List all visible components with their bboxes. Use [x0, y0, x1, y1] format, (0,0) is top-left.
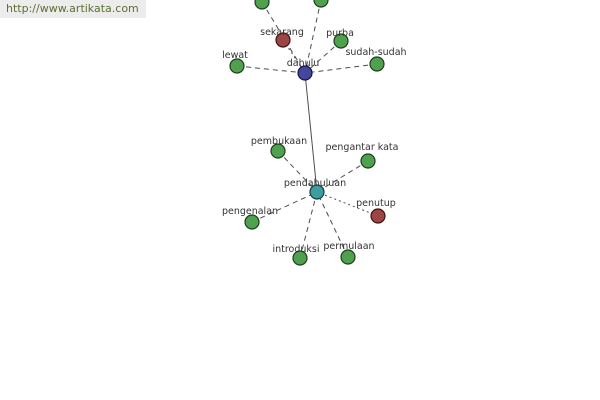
node-dahulu[interactable]: [297, 65, 313, 81]
label-pengantar-kata[interactable]: pengantar kata: [326, 142, 399, 153]
label-sekarang[interactable]: sekarang: [260, 27, 304, 38]
edge-sudahsudah-dahulu: [304, 63, 378, 74]
label-sudah-sudah[interactable]: sudah-sudah: [345, 47, 406, 58]
edge-pembukaan-pendahuluan: [277, 150, 318, 193]
graph-labels: sekarang purba lewat sudah-sudah dahulu …: [222, 27, 407, 255]
node-introduksi[interactable]: [292, 250, 308, 266]
node-lewat[interactable]: [229, 58, 245, 74]
node-permulaan[interactable]: [340, 249, 356, 265]
node-pengantar-kata[interactable]: [360, 153, 376, 169]
label-permulaan[interactable]: permulaan: [323, 241, 374, 252]
edge-lewat-dahulu: [236, 65, 306, 74]
node-unlabeled-top-2[interactable]: [313, 0, 329, 8]
url-text: http://www.artikata.com: [6, 2, 139, 15]
label-pembukaan[interactable]: pembukaan: [251, 136, 307, 147]
edge-unlabeled1-dahulu: [261, 1, 306, 74]
edge-unlabeled2-dahulu: [304, 0, 322, 74]
edge-penutup-pendahuluan: [316, 191, 379, 217]
node-unlabeled-top-1[interactable]: [254, 0, 270, 10]
node-penutup[interactable]: [370, 208, 386, 224]
graph-nodes: [229, 0, 386, 266]
label-pendahuluan[interactable]: pendahuluan: [284, 178, 346, 189]
edge-pengenalan-pendahuluan: [251, 191, 318, 223]
node-sudah-sudah[interactable]: [369, 56, 385, 72]
label-purba[interactable]: purba: [326, 28, 354, 39]
url-bar: http://www.artikata.com: [0, 0, 146, 18]
label-introduksi[interactable]: introduksi: [272, 244, 319, 255]
label-penutup[interactable]: penutup: [356, 198, 396, 209]
edge-permulaan-pendahuluan: [316, 191, 349, 258]
edge-pengantarkata-pendahuluan: [316, 160, 369, 193]
node-pembukaan[interactable]: [270, 143, 286, 159]
node-sekarang[interactable]: [275, 32, 291, 48]
label-lewat[interactable]: lewat: [222, 50, 248, 61]
label-dahulu[interactable]: dahulu: [287, 58, 320, 69]
label-pengenalan[interactable]: pengenalan: [222, 206, 278, 217]
edge-introduksi-pendahuluan: [299, 191, 318, 259]
node-pendahuluan[interactable]: [309, 184, 325, 200]
edge-purba-dahulu: [304, 40, 342, 74]
node-pengenalan[interactable]: [244, 214, 260, 230]
edge-dahulu-pendahuluan: [304, 72, 318, 193]
node-purba[interactable]: [333, 33, 349, 49]
